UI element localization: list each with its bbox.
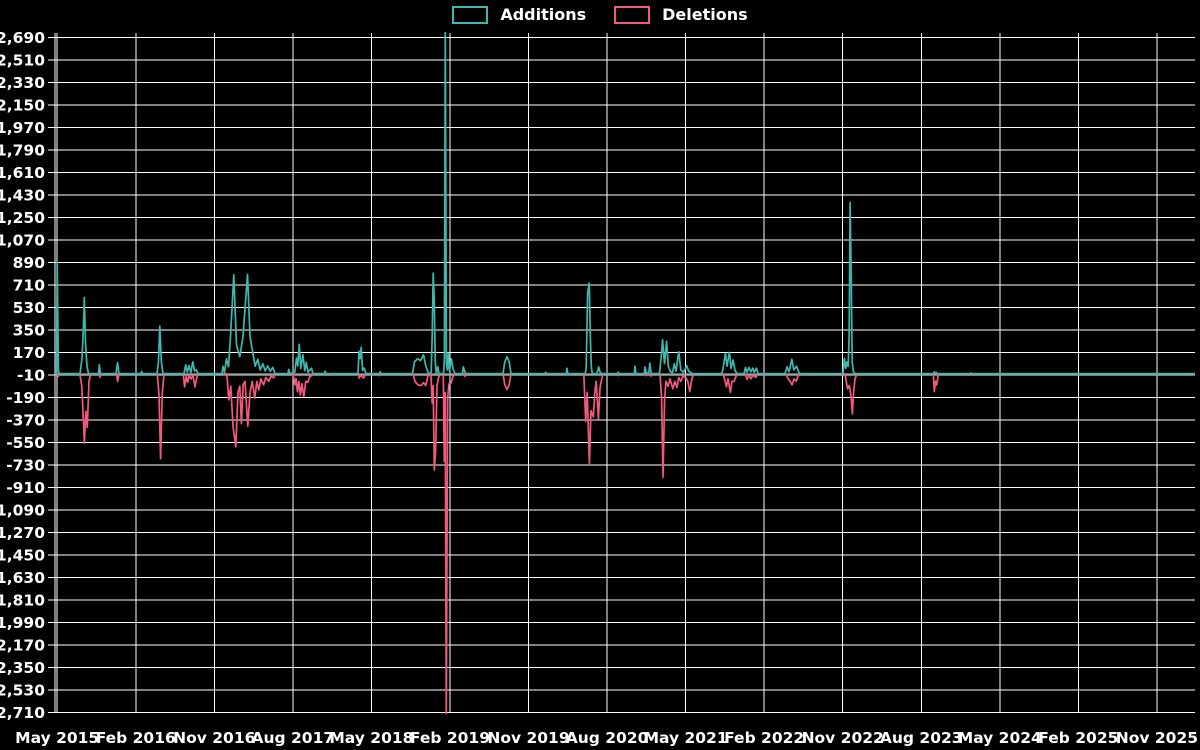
svg-text:-550: -550 — [6, 434, 45, 452]
svg-text:Nov 2025: Nov 2025 — [1116, 729, 1198, 747]
svg-text:2,150: 2,150 — [0, 96, 45, 114]
svg-text:-1,270: -1,270 — [0, 524, 45, 542]
svg-text:1,250: 1,250 — [0, 209, 45, 227]
svg-text:Feb 2025: Feb 2025 — [1038, 729, 1118, 747]
svg-text:1,790: 1,790 — [0, 141, 45, 159]
svg-text:1,070: 1,070 — [0, 231, 45, 249]
svg-text:890: 890 — [13, 254, 46, 272]
svg-text:-190: -190 — [6, 389, 45, 407]
svg-text:1,970: 1,970 — [0, 119, 45, 137]
svg-text:-1,090: -1,090 — [0, 501, 45, 519]
svg-text:Feb 2022: Feb 2022 — [724, 729, 804, 747]
svg-text:1,430: 1,430 — [0, 186, 45, 204]
deletions-line — [55, 372, 1195, 714]
svg-text:Nov 2022: Nov 2022 — [802, 729, 884, 747]
svg-text:Nov 2019: Nov 2019 — [487, 729, 569, 747]
svg-text:-1,990: -1,990 — [0, 614, 45, 632]
svg-text:2,330: 2,330 — [0, 74, 45, 92]
svg-text:-2,710: -2,710 — [0, 704, 45, 722]
svg-text:-2,530: -2,530 — [0, 681, 45, 699]
legend-item-deletions[interactable]: Deletions — [614, 6, 748, 24]
svg-text:-370: -370 — [6, 411, 45, 429]
svg-text:2,690: 2,690 — [0, 29, 45, 47]
svg-text:170: 170 — [13, 344, 46, 362]
gridlines — [55, 33, 1195, 713]
y-axis-line — [48, 33, 56, 713]
legend-item-additions[interactable]: Additions — [452, 6, 586, 24]
legend-label-additions: Additions — [500, 5, 587, 24]
deletions-swatch-icon — [614, 6, 651, 24]
svg-text:-1,810: -1,810 — [0, 591, 45, 609]
svg-text:-10: -10 — [17, 366, 45, 384]
additions-swatch-icon — [452, 6, 489, 24]
svg-text:1,610: 1,610 — [0, 164, 45, 182]
svg-text:May 2015: May 2015 — [15, 729, 99, 747]
svg-text:350: 350 — [13, 321, 46, 339]
svg-text:-910: -910 — [6, 479, 45, 497]
svg-text:Feb 2016: Feb 2016 — [96, 729, 176, 747]
svg-text:-1,630: -1,630 — [0, 569, 45, 587]
svg-text:May 2024: May 2024 — [958, 729, 1042, 747]
svg-text:710: 710 — [13, 276, 46, 294]
svg-text:Feb 2019: Feb 2019 — [410, 729, 490, 747]
svg-text:-2,170: -2,170 — [0, 636, 45, 654]
svg-text:May 2021: May 2021 — [644, 729, 728, 747]
svg-text:2,510: 2,510 — [0, 51, 45, 69]
chart-legend: Additions Deletions — [0, 6, 1200, 24]
svg-text:Aug 2023: Aug 2023 — [880, 729, 963, 747]
svg-text:-2,350: -2,350 — [0, 659, 45, 677]
svg-text:Nov 2016: Nov 2016 — [173, 729, 255, 747]
y-tick-labels: 2,690 2,510 2,330 2,150 1,970 1,790 1,610 1,430… — [0, 29, 45, 722]
svg-text:Aug 2020: Aug 2020 — [566, 729, 649, 747]
svg-text:-1,450: -1,450 — [0, 546, 45, 564]
svg-text:530: 530 — [13, 299, 46, 317]
svg-text:May 2018: May 2018 — [329, 729, 413, 747]
additions-line — [55, 32, 1195, 375]
svg-text:-730: -730 — [6, 456, 45, 474]
svg-text:Aug 2017: Aug 2017 — [252, 729, 335, 747]
legend-label-deletions: Deletions — [662, 5, 748, 24]
